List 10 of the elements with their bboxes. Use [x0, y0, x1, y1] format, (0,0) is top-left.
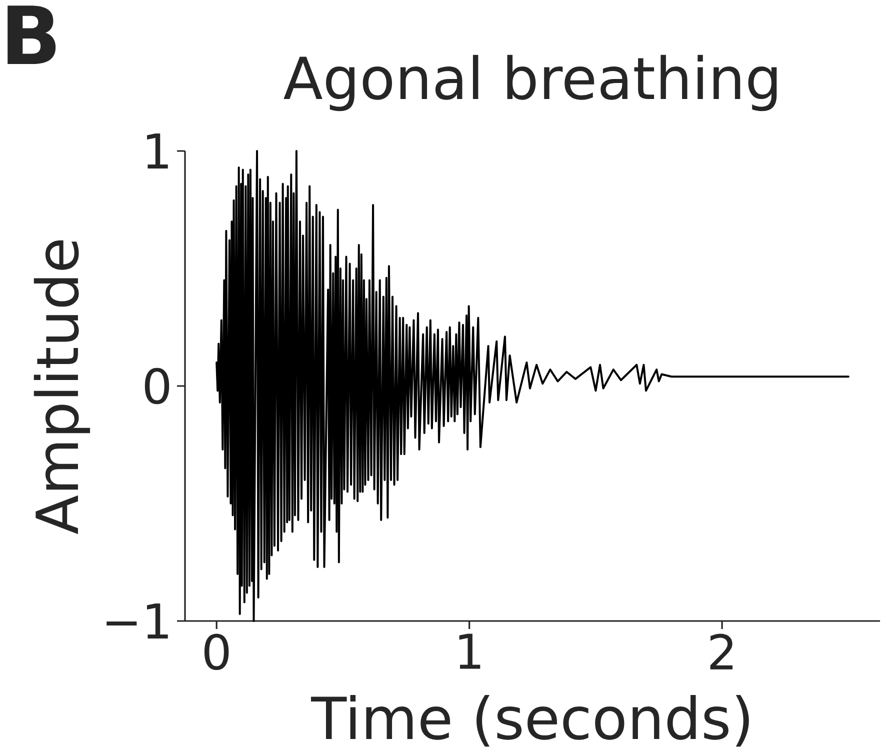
chart-title: Agonal breathing	[284, 54, 777, 112]
x-tick-label: 1	[459, 634, 480, 669]
y-tick-label: −1	[106, 604, 168, 638]
x-tick-label: 2	[710, 634, 733, 670]
x-tick-label: 0	[204, 634, 229, 670]
text: B	[8, 6, 56, 64]
y-axis-title: Amplitude	[34, 240, 90, 534]
x-axis-title: Time (seconds)	[310, 694, 749, 747]
y-tick-label: 1	[147, 134, 168, 168]
y-tick-label: 0	[144, 368, 170, 404]
